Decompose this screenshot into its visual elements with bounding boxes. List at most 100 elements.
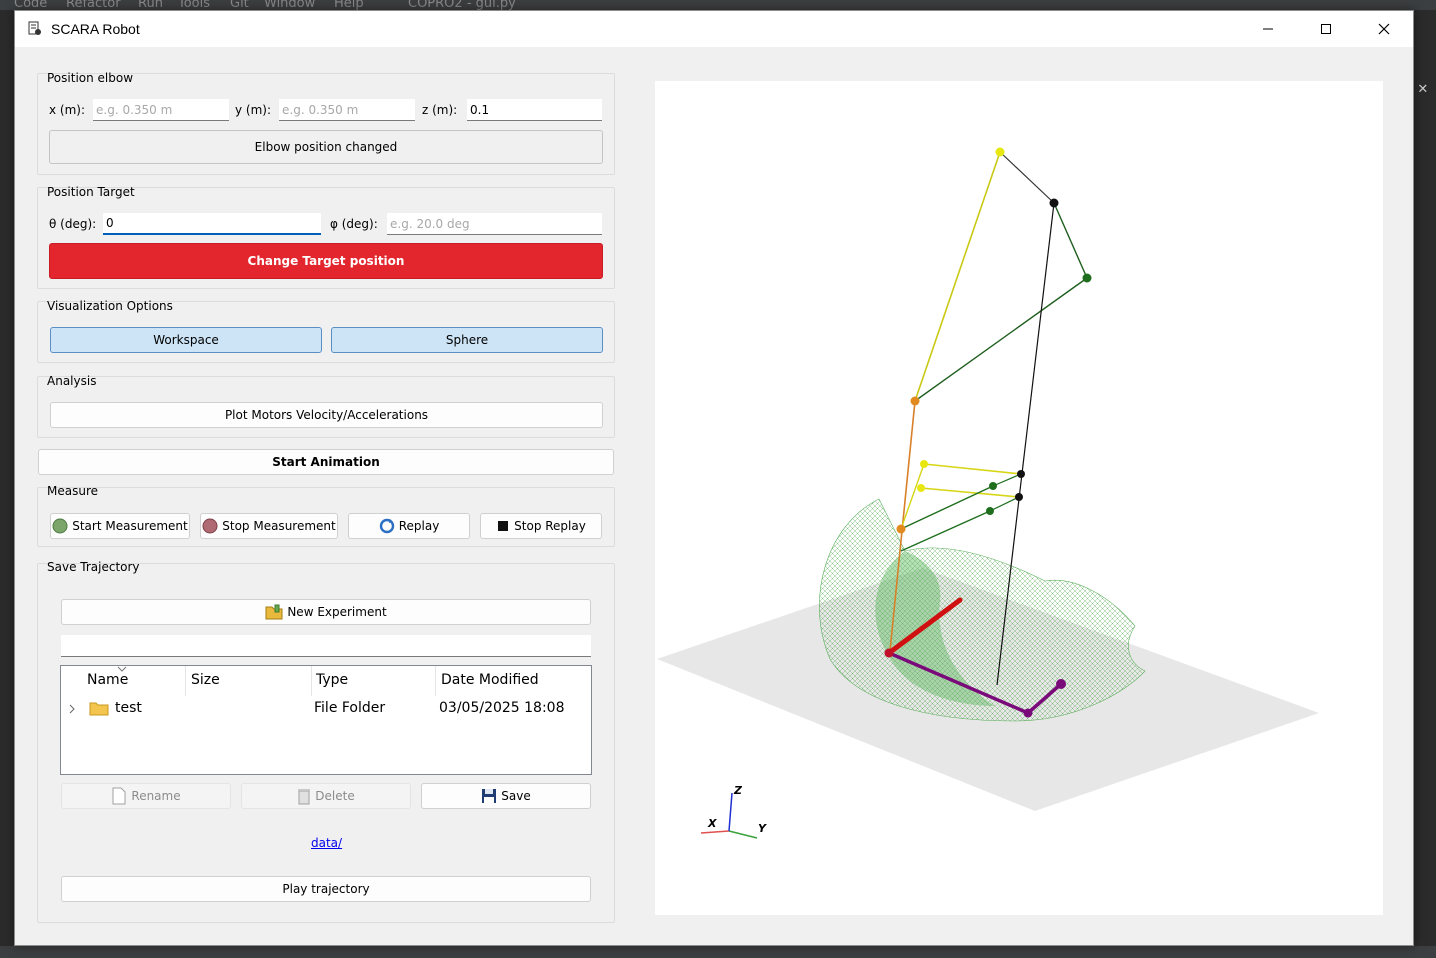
change-target-position-button[interactable]: Change Target position bbox=[49, 243, 603, 279]
ide-right-panel: ✕ bbox=[1414, 30, 1436, 930]
joint bbox=[920, 460, 928, 468]
start-measurement-button[interactable]: Start Measurement bbox=[50, 513, 190, 539]
close-button[interactable] bbox=[1355, 11, 1413, 47]
titlebar: SCARA Robot bbox=[15, 11, 1413, 47]
new-experiment-button[interactable]: New Experiment bbox=[61, 599, 591, 625]
column-header-size[interactable]: Size bbox=[191, 672, 220, 688]
minimize-icon bbox=[1263, 28, 1273, 30]
ide-menu-help[interactable]: Help bbox=[334, 0, 364, 10]
axis-triad: X Y Z bbox=[700, 784, 767, 839]
ide-menu-git[interactable]: Git bbox=[230, 0, 249, 10]
joint bbox=[989, 482, 997, 490]
joint bbox=[1056, 679, 1066, 689]
elbow-z-input[interactable] bbox=[467, 99, 602, 121]
joint bbox=[995, 147, 1005, 157]
link bbox=[900, 510, 991, 552]
link bbox=[992, 473, 1022, 487]
app-icon bbox=[28, 21, 41, 35]
ide-menu-window[interactable]: Window bbox=[264, 0, 316, 10]
ide-menu-tools[interactable]: Tools bbox=[178, 0, 211, 10]
delete-button[interactable]: Delete bbox=[241, 783, 411, 809]
ide-menu-run[interactable]: Run bbox=[138, 0, 163, 10]
green-dot-icon bbox=[52, 518, 68, 534]
link bbox=[923, 463, 1022, 475]
joint bbox=[986, 507, 994, 515]
column-header-date[interactable]: Date Modified bbox=[441, 672, 539, 688]
experiment-name-input[interactable] bbox=[61, 635, 591, 657]
elbow-y-input[interactable] bbox=[279, 99, 415, 121]
workspace-mesh-inner bbox=[875, 551, 995, 706]
maximize-icon bbox=[1321, 24, 1331, 34]
analysis-group bbox=[37, 376, 615, 438]
phi-input[interactable] bbox=[387, 213, 602, 235]
robot-3d-scene[interactable]: X Y Z bbox=[655, 81, 1383, 915]
replay-label: Replay bbox=[398, 519, 440, 533]
start-animation-button[interactable]: Start Animation bbox=[38, 449, 614, 475]
workspace-toggle-label: Workspace bbox=[153, 333, 219, 347]
save-label: Save bbox=[501, 789, 531, 803]
ide-menu-refactor[interactable]: Refactor bbox=[66, 0, 121, 10]
robot-3d-viewport[interactable]: X Y Z bbox=[655, 81, 1383, 915]
plot-motors-label: Plot Motors Velocity/Accelerations bbox=[224, 408, 429, 422]
elbow-y-label: y (m): bbox=[235, 103, 272, 117]
phi-label: φ (deg): bbox=[330, 217, 378, 231]
elbow-position-changed-label: Elbow position changed bbox=[254, 140, 398, 154]
joint bbox=[1017, 470, 1025, 478]
joint bbox=[1023, 708, 1033, 718]
link bbox=[999, 151, 1055, 204]
elbow-z-label: z (m): bbox=[422, 103, 458, 117]
change-target-position-label: Change Target position bbox=[247, 254, 405, 268]
measure-group bbox=[37, 487, 615, 547]
link bbox=[900, 485, 994, 530]
stop-replay-button[interactable]: Stop Replay bbox=[480, 513, 602, 539]
column-header-name[interactable]: Name bbox=[87, 672, 129, 688]
link bbox=[1053, 202, 1088, 279]
elbow-position-changed-button[interactable]: Elbow position changed bbox=[49, 130, 603, 164]
file-tree[interactable]: Name Size Type Date Modified test File F… bbox=[60, 665, 592, 775]
stop-replay-label: Stop Replay bbox=[514, 519, 586, 533]
column-separator bbox=[185, 666, 186, 696]
sort-chevron-icon bbox=[117, 666, 127, 672]
workspace-toggle-button[interactable]: Workspace bbox=[50, 327, 322, 353]
start-measurement-label: Start Measurement bbox=[72, 519, 188, 533]
measure-group-title: Measure bbox=[47, 484, 98, 498]
ide-close-icon[interactable]: ✕ bbox=[1418, 78, 1428, 97]
base-arm bbox=[887, 651, 1030, 715]
minimize-button[interactable] bbox=[1239, 11, 1297, 47]
joint bbox=[1082, 273, 1092, 283]
replay-button[interactable]: Replay bbox=[348, 513, 470, 539]
column-header-type[interactable]: Type bbox=[316, 672, 349, 688]
analysis-group-title: Analysis bbox=[47, 374, 97, 388]
theta-label: θ (deg): bbox=[49, 217, 97, 231]
joint bbox=[917, 484, 925, 492]
floppy-disk-icon bbox=[482, 789, 497, 803]
play-trajectory-button[interactable]: Play trajectory bbox=[61, 876, 591, 902]
joint bbox=[1015, 493, 1023, 501]
table-row[interactable]: test File Folder 03/05/2025 18:08 bbox=[61, 696, 591, 720]
data-folder-link[interactable]: data/ bbox=[311, 836, 343, 850]
file-icon bbox=[112, 787, 126, 805]
folder-add-icon bbox=[265, 604, 283, 620]
ide-menu-code[interactable]: Code bbox=[14, 0, 48, 10]
sphere-toggle-button[interactable]: Sphere bbox=[331, 327, 603, 353]
elbow-x-input[interactable] bbox=[93, 99, 229, 121]
theta-input[interactable] bbox=[103, 213, 321, 235]
stop-measurement-button[interactable]: Stop Measurement bbox=[200, 513, 338, 539]
sphere-toggle-label: Sphere bbox=[445, 333, 489, 347]
save-button[interactable]: Save bbox=[421, 783, 591, 809]
target-group-title: Position Target bbox=[47, 185, 135, 199]
expand-chevron-icon[interactable] bbox=[69, 704, 77, 714]
elbow-group bbox=[37, 73, 615, 175]
plot-motors-button[interactable]: Plot Motors Velocity/Accelerations bbox=[50, 402, 603, 428]
stop-square-icon bbox=[498, 521, 509, 531]
maximize-button[interactable] bbox=[1297, 11, 1355, 47]
window-title: SCARA Robot bbox=[51, 21, 140, 37]
new-experiment-label: New Experiment bbox=[287, 605, 387, 619]
play-trajectory-label: Play trajectory bbox=[282, 882, 370, 896]
scara-window: SCARA Robot Position elbow x (m): y (m):… bbox=[14, 10, 1414, 946]
row-date: 03/05/2025 18:08 bbox=[439, 700, 565, 716]
delete-label: Delete bbox=[315, 789, 355, 803]
axis-label-z: Z bbox=[733, 784, 743, 797]
visualization-group bbox=[37, 301, 615, 363]
rename-button[interactable]: Rename bbox=[61, 783, 231, 809]
